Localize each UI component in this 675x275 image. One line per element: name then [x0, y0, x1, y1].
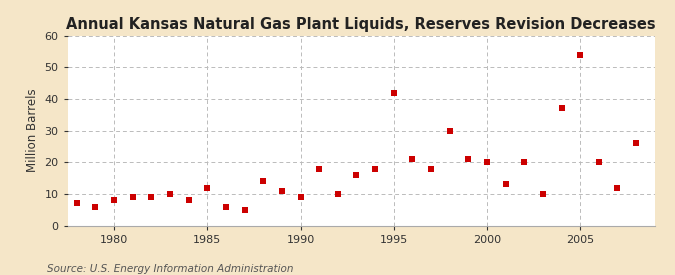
Point [426, 166, 437, 171]
Point [537, 192, 548, 196]
Point [90, 204, 101, 209]
Point [370, 166, 381, 171]
Point [444, 128, 455, 133]
Point [221, 204, 232, 209]
Point [575, 53, 586, 57]
Point [202, 185, 213, 190]
Point [556, 106, 567, 111]
Text: Source: U.S. Energy Information Administration: Source: U.S. Energy Information Administ… [47, 264, 294, 274]
Point [351, 173, 362, 177]
Point [146, 195, 157, 199]
Title: Annual Kansas Natural Gas Plant Liquids, Reserves Revision Decreases: Annual Kansas Natural Gas Plant Liquids,… [66, 17, 656, 32]
Point [463, 157, 474, 161]
Point [128, 195, 138, 199]
Point [407, 157, 418, 161]
Point [519, 160, 530, 164]
Point [258, 179, 269, 183]
Point [109, 198, 119, 202]
Point [184, 198, 194, 202]
Point [72, 201, 82, 205]
Point [314, 166, 325, 171]
Point [332, 192, 343, 196]
Point [277, 188, 288, 193]
Point [612, 185, 623, 190]
Point [500, 182, 511, 186]
Y-axis label: Million Barrels: Million Barrels [26, 89, 38, 172]
Point [165, 192, 176, 196]
Point [593, 160, 604, 164]
Point [295, 195, 306, 199]
Point [239, 207, 250, 212]
Point [630, 141, 641, 145]
Point [481, 160, 492, 164]
Point [388, 90, 399, 95]
